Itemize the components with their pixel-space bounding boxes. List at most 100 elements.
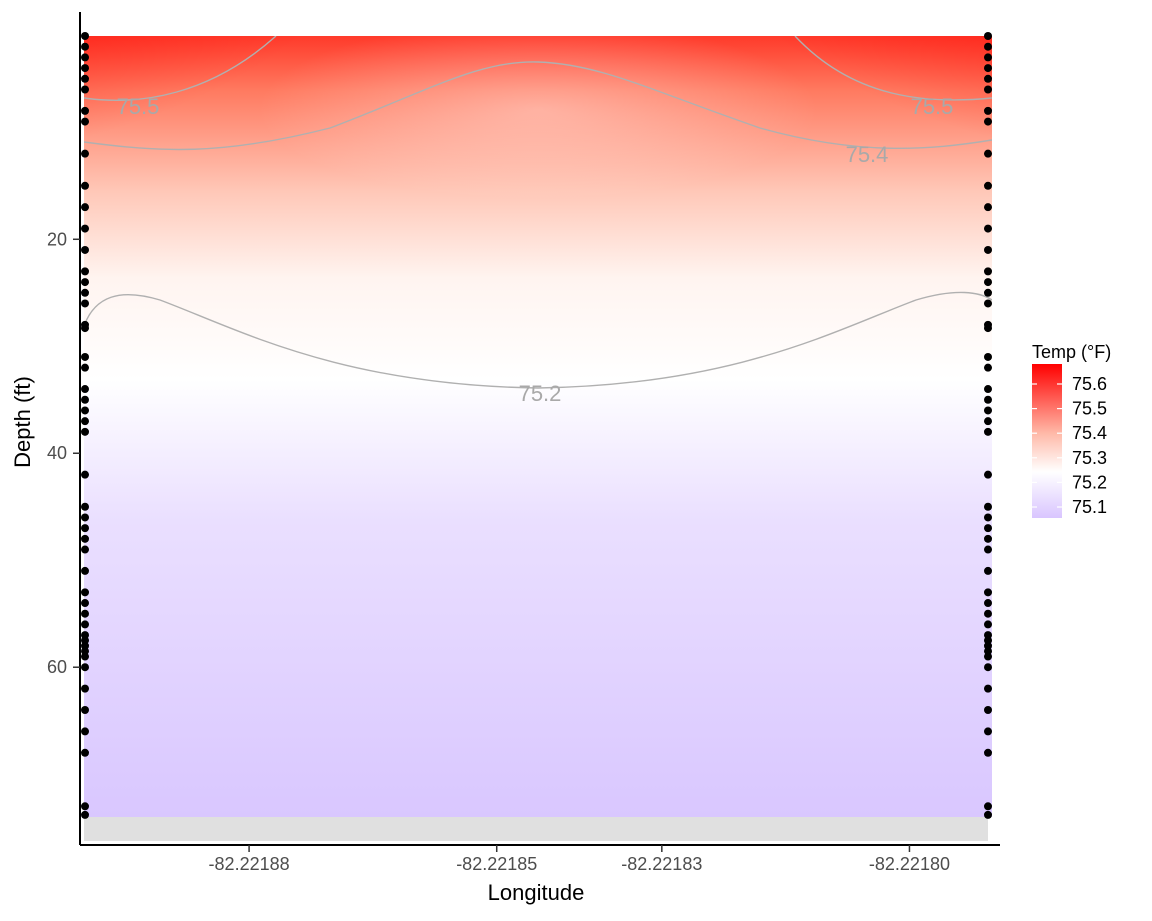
sample-point xyxy=(81,802,89,811)
y-axis-title: Depth (ft) xyxy=(10,376,35,468)
sample-point xyxy=(984,53,992,62)
sample-point xyxy=(81,181,89,190)
sample-point xyxy=(81,684,89,693)
legend-colorbar xyxy=(1032,364,1062,518)
sample-point xyxy=(984,566,992,575)
sample-point xyxy=(81,470,89,479)
sample-point xyxy=(81,534,89,543)
sample-point xyxy=(984,470,992,479)
sample-point xyxy=(984,74,992,83)
x-tick-label: -82.22185 xyxy=(456,854,537,874)
sample-point xyxy=(81,203,89,212)
sample-point xyxy=(984,609,992,618)
x-axis-ticks: -82.22188 -82.22185 -82.22183 -82.22180 xyxy=(209,845,950,874)
sample-point xyxy=(984,324,992,333)
sample-point xyxy=(81,74,89,83)
sample-point xyxy=(984,203,992,212)
sample-point xyxy=(81,545,89,554)
legend-label: 75.2 xyxy=(1072,472,1107,492)
legend-title: Temp (°F) xyxy=(1032,342,1111,362)
sample-point xyxy=(81,609,89,618)
contour-labels: 75.5 75.5 75.4 75.2 xyxy=(117,94,954,406)
legend-label: 75.6 xyxy=(1072,374,1107,394)
sample-point xyxy=(984,652,992,661)
sample-point xyxy=(81,267,89,276)
sample-point xyxy=(81,85,89,94)
sample-point xyxy=(984,64,992,73)
sample-point xyxy=(984,42,992,51)
y-tick-label: 60 xyxy=(47,657,67,677)
sample-point xyxy=(81,53,89,62)
sample-point xyxy=(81,748,89,757)
sample-point xyxy=(984,427,992,436)
sample-point xyxy=(81,224,89,233)
sample-point xyxy=(81,588,89,597)
sample-point xyxy=(81,663,89,672)
legend-labels: 75.6 75.5 75.4 75.3 75.2 75.1 xyxy=(1032,374,1107,517)
sample-point xyxy=(984,706,992,715)
sample-point xyxy=(81,810,89,819)
sample-point xyxy=(984,545,992,554)
sample-point xyxy=(984,32,992,40)
sample-point xyxy=(81,64,89,73)
sample-point xyxy=(81,652,89,661)
sample-point xyxy=(984,117,992,126)
sample-point xyxy=(984,288,992,297)
sample-point xyxy=(984,524,992,533)
contour-75-5-right xyxy=(794,36,992,101)
sample-point xyxy=(81,324,89,333)
sample-point xyxy=(81,706,89,715)
sample-point xyxy=(984,534,992,543)
sample-point xyxy=(984,810,992,819)
contour-75-5-left xyxy=(84,36,277,101)
sample-point xyxy=(984,663,992,672)
contour-label: 75.5 xyxy=(117,94,160,119)
legend-label: 75.3 xyxy=(1072,448,1107,468)
bottom-band xyxy=(84,817,988,841)
sample-point xyxy=(81,288,89,297)
sample-point xyxy=(81,395,89,404)
sample-point xyxy=(81,727,89,736)
sample-point xyxy=(81,385,89,394)
x-axis-title: Longitude xyxy=(488,880,585,905)
sample-point xyxy=(984,267,992,276)
sample-point xyxy=(984,106,992,115)
sample-points xyxy=(81,32,992,819)
sample-point xyxy=(984,802,992,811)
contour-75-2 xyxy=(84,291,992,389)
contour-lines xyxy=(84,36,992,389)
sample-point xyxy=(984,395,992,404)
sample-point xyxy=(81,299,89,308)
sample-point xyxy=(984,363,992,372)
sample-point xyxy=(984,620,992,629)
sample-point xyxy=(984,224,992,233)
sample-point xyxy=(81,42,89,51)
contour-label: 75.4 xyxy=(846,142,889,167)
sample-point xyxy=(81,427,89,436)
sample-point xyxy=(984,684,992,693)
sample-point xyxy=(984,588,992,597)
sample-point xyxy=(984,278,992,287)
x-tick-label: -82.22183 xyxy=(621,854,702,874)
sample-point xyxy=(984,748,992,757)
sample-point xyxy=(984,181,992,190)
sample-point xyxy=(81,352,89,361)
sample-point xyxy=(984,727,992,736)
contour-label: 75.5 xyxy=(911,94,954,119)
sample-point xyxy=(81,106,89,115)
sample-point xyxy=(81,599,89,608)
sample-point xyxy=(81,363,89,372)
sample-point xyxy=(984,502,992,511)
contour-label: 75.2 xyxy=(519,381,562,406)
sample-point xyxy=(984,299,992,308)
sample-point xyxy=(984,245,992,254)
y-tick-label: 20 xyxy=(47,229,67,249)
sample-point xyxy=(81,620,89,629)
sample-point xyxy=(81,149,89,158)
legend-label: 75.4 xyxy=(1072,423,1107,443)
sample-point xyxy=(81,117,89,126)
sample-point xyxy=(81,566,89,575)
y-tick-label: 40 xyxy=(47,443,67,463)
sample-point xyxy=(984,599,992,608)
